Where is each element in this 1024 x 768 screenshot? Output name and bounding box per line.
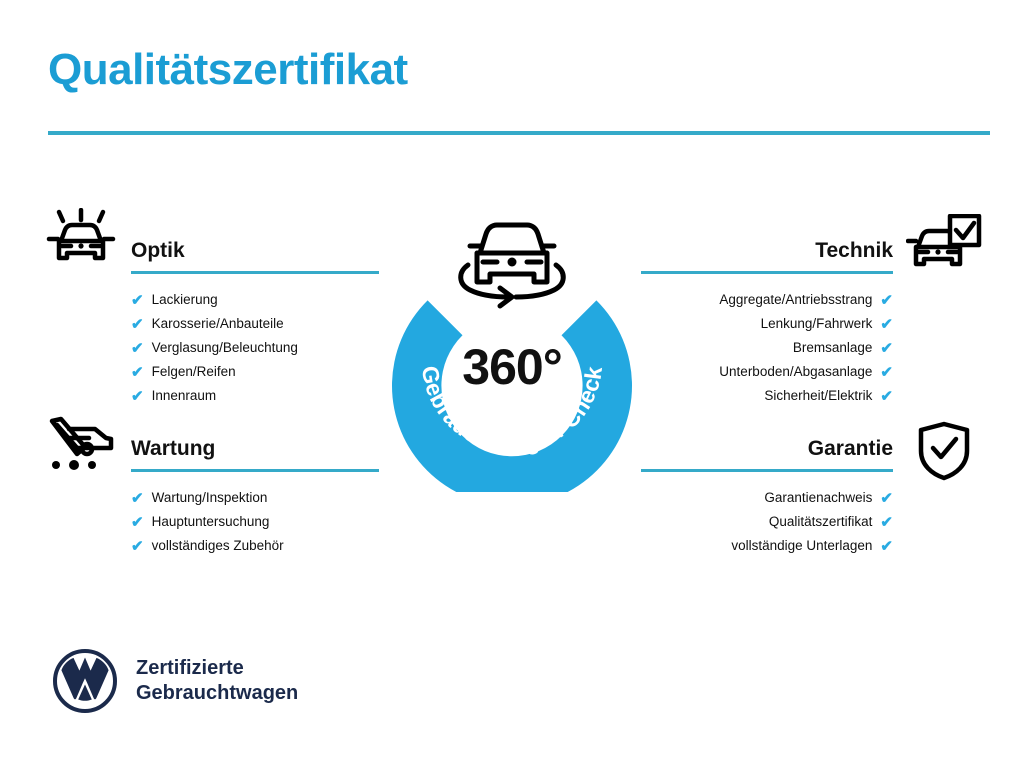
list-item: Qualitätszertifikat ✔ <box>641 510 893 534</box>
check-list: Garantienachweis ✔ Qualitätszertifikat ✔… <box>641 486 893 558</box>
check-icon: ✔ <box>880 513 893 531</box>
list-item: Garantienachweis ✔ <box>641 486 893 510</box>
check-icon: ✔ <box>131 387 144 405</box>
check-icon: ✔ <box>131 489 144 507</box>
check-icon: ✔ <box>131 339 144 357</box>
shiny-car-icon <box>45 207 117 277</box>
check-list: ✔ Lackierung ✔ Karosserie/Anbauteile ✔ V… <box>131 288 379 408</box>
check-icon: ✔ <box>131 315 144 333</box>
section-optik: Optik ✔ Lackierung ✔ Karosserie/Anbautei… <box>131 240 379 424</box>
list-item: ✔ Wartung/Inspektion <box>131 486 379 510</box>
vw-wordmark-line2: Gebrauchtwagen <box>136 682 299 704</box>
section-title: Optik <box>131 239 185 262</box>
list-item: ✔ Innenraum <box>131 384 379 408</box>
list-item: Unterboden/Abgasanlage ✔ <box>641 360 893 384</box>
list-item: ✔ Karosserie/Anbauteile <box>131 312 379 336</box>
section-divider <box>131 469 379 472</box>
section-title: Garantie <box>807 437 893 460</box>
list-item-label: Lenkung/Fahrwerk <box>760 316 873 331</box>
list-item: ✔ vollständiges Zubehör <box>131 534 379 558</box>
section-header: Garantie <box>641 438 893 461</box>
section-header: Optik <box>131 240 379 263</box>
check-icon: ✔ <box>880 363 893 381</box>
service-pen-car-icon <box>45 416 117 477</box>
section-divider <box>131 271 379 274</box>
list-item-label: Sicherheit/Elektrik <box>764 388 873 403</box>
list-item: Aggregate/Antriebsstrang ✔ <box>641 288 893 312</box>
section-technik: Technik Aggregate/Antriebsstrang ✔ Lenku… <box>641 240 893 424</box>
list-item-label: Felgen/Reifen <box>151 364 236 379</box>
list-item-label: Innenraum <box>151 388 217 403</box>
check-icon: ✔ <box>880 291 893 309</box>
page-title: Qualitätszertifikat <box>48 45 408 94</box>
section-divider <box>641 271 893 274</box>
check-icon: ✔ <box>131 537 144 555</box>
check-list: ✔ Wartung/Inspektion ✔ Hauptuntersuchung… <box>131 486 379 558</box>
vw-wordmark-line1: Zertifizierte <box>136 657 244 680</box>
list-item: Bremsanlage ✔ <box>641 336 893 360</box>
header-divider <box>48 131 990 135</box>
list-item-label: Bremsanlage <box>792 340 873 355</box>
vw-logo <box>53 649 117 713</box>
section-header: Wartung <box>131 438 379 461</box>
check-icon: ✔ <box>880 315 893 333</box>
list-item-label: Hauptuntersuchung <box>151 514 270 529</box>
list-item-label: vollständiges Zubehör <box>151 538 284 553</box>
list-item-label: Qualitätszertifikat <box>768 514 873 529</box>
check-icon: ✔ <box>131 291 144 309</box>
check-icon: ✔ <box>131 513 144 531</box>
check-icon: ✔ <box>880 537 893 555</box>
list-item-label: Unterboden/Abgasanlage <box>719 364 873 379</box>
section-title: Technik <box>815 239 893 262</box>
list-item-label: vollständige Unterlagen <box>731 538 873 553</box>
gebrauchtwagen-check-badge: Gebrauchtwagen-Check 360° <box>372 196 652 506</box>
badge-number: 360° <box>462 339 562 395</box>
shield-check-icon <box>916 420 972 487</box>
list-item: ✔ Hauptuntersuchung <box>131 510 379 534</box>
section-header: Technik <box>641 240 893 263</box>
list-item: ✔ Felgen/Reifen <box>131 360 379 384</box>
list-item: vollständige Unterlagen ✔ <box>641 534 893 558</box>
vw-certified-lockup: Zertifizierte Gebrauchtwagen <box>52 648 298 714</box>
list-item-label: Verglasung/Beleuchtung <box>151 340 298 355</box>
check-icon: ✔ <box>880 489 893 507</box>
ring-arc <box>392 300 632 506</box>
car-checkbox-icon <box>905 213 982 283</box>
check-icon: ✔ <box>880 387 893 405</box>
list-item-label: Wartung/Inspektion <box>151 490 268 505</box>
list-item: ✔ Verglasung/Beleuchtung <box>131 336 379 360</box>
list-item-label: Lackierung <box>151 292 218 307</box>
list-item: Lenkung/Fahrwerk ✔ <box>641 312 893 336</box>
list-item-label: Aggregate/Antriebsstrang <box>719 292 873 307</box>
list-item-label: Karosserie/Anbauteile <box>151 316 284 331</box>
section-divider <box>641 469 893 472</box>
list-item: ✔ Lackierung <box>131 288 379 312</box>
section-garantie: Garantie Garantienachweis ✔ Qualitätszer… <box>641 438 893 574</box>
car-360-rotation-icon <box>458 222 566 309</box>
list-item-label: Garantienachweis <box>764 490 873 505</box>
section-title: Wartung <box>131 437 216 460</box>
section-wartung: Wartung ✔ Wartung/Inspektion ✔ Hauptunte… <box>131 438 379 574</box>
vw-wordmark: Zertifizierte Gebrauchtwagen <box>136 656 298 706</box>
check-list: Aggregate/Antriebsstrang ✔ Lenkung/Fahrw… <box>641 288 893 408</box>
check-icon: ✔ <box>880 339 893 357</box>
list-item: Sicherheit/Elektrik ✔ <box>641 384 893 408</box>
check-icon: ✔ <box>131 363 144 381</box>
